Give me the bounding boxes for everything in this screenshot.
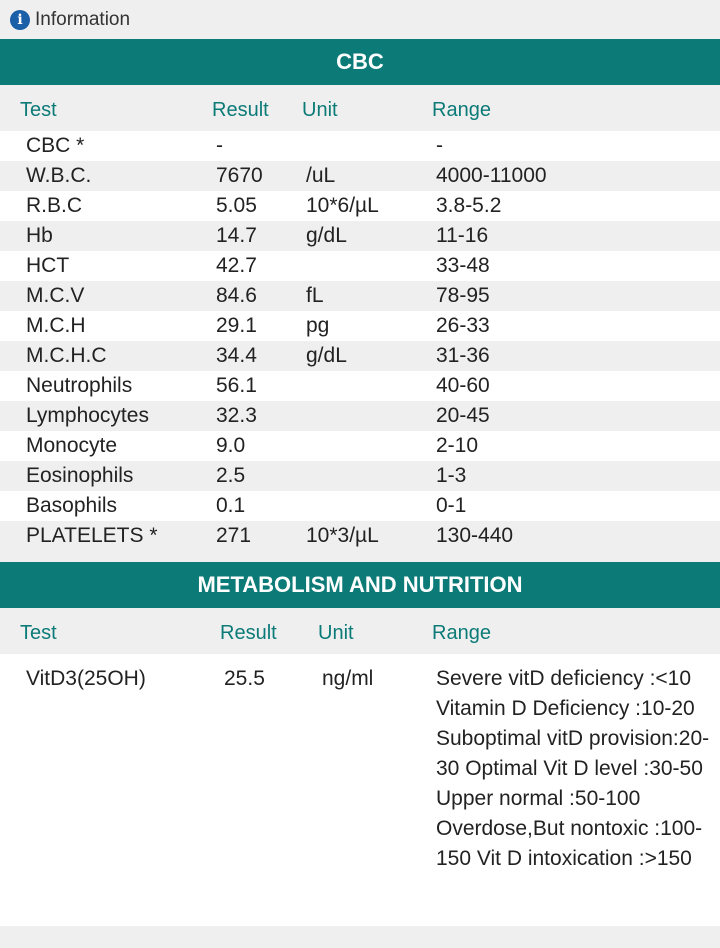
- test-range: 78-95: [436, 284, 490, 307]
- test-result: 5.05: [216, 194, 257, 217]
- table-row: Eosinophils 2.5 1-3: [0, 461, 720, 491]
- test-name: HCT: [26, 254, 70, 277]
- test-result: 29.1: [216, 314, 257, 337]
- test-result: 2.5: [216, 464, 246, 487]
- range-column-label: Range: [432, 99, 491, 121]
- test-unit: g/dL: [306, 224, 347, 247]
- table-row: Lymphocytes 32.3 20-45: [0, 401, 720, 431]
- information-label: Information: [35, 8, 131, 30]
- test-result: 0.1: [216, 494, 246, 517]
- test-result: 32.3: [216, 404, 257, 427]
- test-name: Lymphocytes: [26, 404, 149, 427]
- test-result: 9.0: [216, 434, 246, 457]
- test-result: 42.7: [216, 254, 257, 277]
- table-row: M.C.V 84.6 fL 78-95: [0, 281, 720, 311]
- test-range: -: [436, 134, 443, 157]
- test-result: 34.4: [216, 344, 257, 367]
- test-unit: /uL: [306, 164, 336, 187]
- table-row: Neutrophils 56.1 40-60: [0, 371, 720, 401]
- test-name: VitD3(25OH): [26, 667, 146, 690]
- table-row: PLATELETS * 271 10*3/µL 130-440: [0, 521, 720, 551]
- test-result: 56.1: [216, 374, 257, 397]
- test-unit: fL: [306, 284, 324, 307]
- test-unit: g/dL: [306, 344, 347, 367]
- table-row: Basophils 0.1 0-1: [0, 491, 720, 521]
- metabolism-section-header: METABOLISM AND NUTRITION: [0, 562, 720, 608]
- test-range: 20-45: [436, 404, 490, 427]
- test-unit: pg: [306, 314, 330, 337]
- test-name: Neutrophils: [26, 374, 133, 397]
- test-result: -: [216, 134, 223, 157]
- cbc-section-header: CBC: [0, 39, 720, 85]
- test-result: 84.6: [216, 284, 257, 307]
- unit-column-label: Unit: [302, 99, 338, 121]
- test-range: 31-36: [436, 344, 490, 367]
- test-column-label: Test: [20, 99, 57, 121]
- test-range: 26-33: [436, 314, 490, 337]
- test-name: Hb: [26, 224, 53, 247]
- table-row: VitD3(25OH) 25.5 ng/ml Severe vitD defic…: [0, 654, 720, 926]
- unit-column-label: Unit: [318, 622, 354, 644]
- table-row: R.B.C 5.05 10*6/µL 3.8-5.2: [0, 191, 720, 221]
- test-name: M.C.V: [26, 284, 85, 307]
- test-range: Severe vitD deficiency :<10 Vitamin D De…: [436, 667, 710, 870]
- test-name: Eosinophils: [26, 464, 134, 487]
- section-spacer: [0, 551, 720, 562]
- test-range: 33-48: [436, 254, 490, 277]
- test-unit: 10*3/µL: [306, 524, 379, 547]
- test-result: 7670: [216, 164, 263, 187]
- table-row: W.B.C. 7670/uL 4000-11000: [0, 161, 720, 191]
- test-name: M.C.H.C: [26, 344, 107, 367]
- test-result: 25.5: [224, 667, 265, 690]
- test-name: Monocyte: [26, 434, 118, 457]
- table-row: HCT 42.7 33-48: [0, 251, 720, 281]
- information-bar[interactable]: i Information: [0, 0, 720, 39]
- info-icon: i: [10, 9, 30, 30]
- test-unit: 10*6/µL: [306, 194, 379, 217]
- table-row: Monocyte 9.0 2-10: [0, 431, 720, 461]
- table-row: M.C.H 29.1 pg 26-33: [0, 311, 720, 341]
- test-unit: ng/ml: [322, 667, 374, 690]
- test-name: R.B.C: [26, 194, 83, 217]
- test-name: W.B.C.: [26, 164, 92, 187]
- test-range: 3.8-5.2: [436, 194, 502, 217]
- test-range: 0-1: [436, 494, 467, 517]
- test-range: 11-16: [436, 224, 489, 247]
- test-name: PLATELETS *: [26, 524, 158, 547]
- table-row: Hb 14.7 g/dL 11-16: [0, 221, 720, 251]
- test-range: 4000-11000: [436, 164, 547, 187]
- result-column-label: Result: [212, 99, 269, 121]
- cbc-column-header: Test Result Unit Range: [0, 85, 720, 131]
- table-row: M.C.H.C 34.4 g/dL 31-36: [0, 341, 720, 371]
- test-range: 40-60: [436, 374, 490, 397]
- test-range: 1-3: [436, 464, 467, 487]
- test-name: Basophils: [26, 494, 118, 517]
- test-name: M.C.H: [26, 314, 86, 337]
- test-result: 271: [216, 524, 252, 547]
- test-column-label: Test: [20, 622, 57, 644]
- metabolism-column-header: Test Result Unit Range: [0, 608, 720, 654]
- cbc-table: CBC * - - W.B.C. 7670/uL 4000-11000 R.B.C 5.05 1…: [0, 131, 720, 551]
- test-range: 2-10: [436, 434, 479, 457]
- test-result: 14.7: [216, 224, 257, 247]
- test-name: CBC *: [26, 134, 85, 157]
- test-range: 130-440: [436, 524, 514, 547]
- result-column-label: Result: [220, 622, 277, 644]
- table-row: CBC * - -: [0, 131, 720, 161]
- range-column-label: Range: [432, 622, 491, 644]
